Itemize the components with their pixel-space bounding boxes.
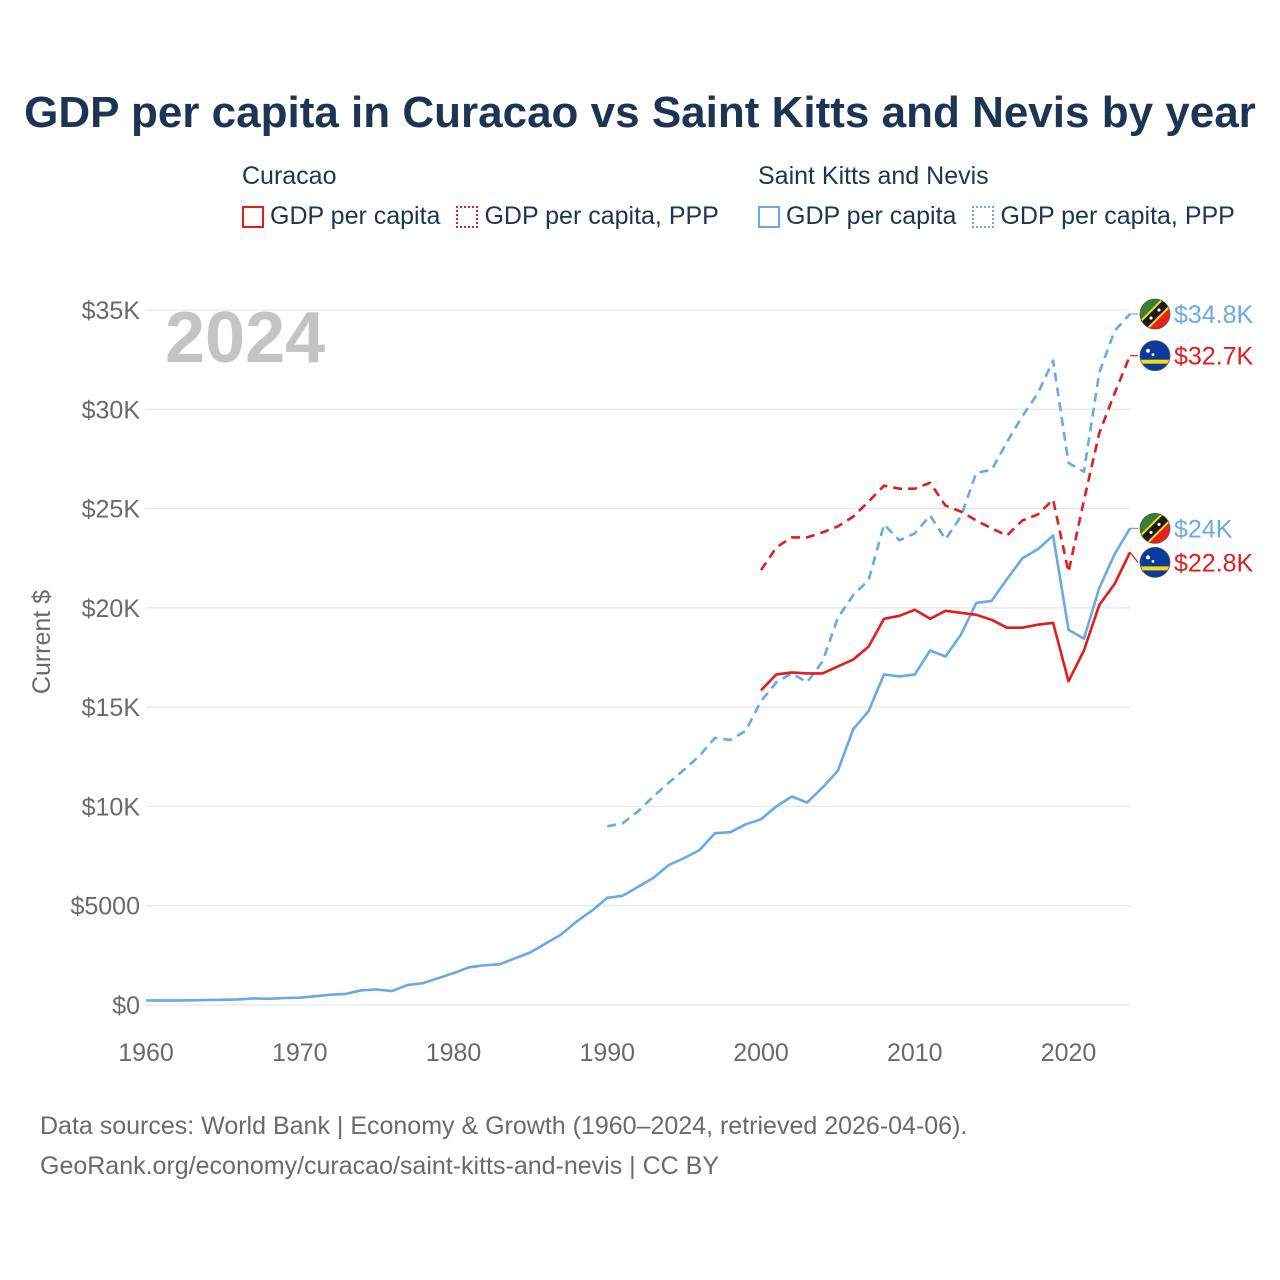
legend-label: GDP per capita, PPP (1000, 202, 1235, 230)
curacao-flag-icon (1139, 547, 1171, 578)
flag-star (1146, 348, 1150, 353)
flag-stripe (1140, 566, 1170, 571)
y-tick-label: $10K (82, 793, 141, 821)
y-tick-label: $25K (82, 496, 141, 524)
series-line-curacao-solid (760, 551, 1132, 692)
footer: Data sources: World Bank | Economy & Gro… (40, 1106, 967, 1186)
x-tick-label: 2020 (1041, 1039, 1097, 1067)
series-line-curacao-dashed (759, 355, 1132, 574)
flag-body (1140, 299, 1170, 329)
end-value-label: $34.8K (1174, 301, 1254, 329)
y-tick-label: $30K (82, 396, 141, 424)
flag-star (1151, 560, 1155, 563)
y-tick-label: $15K (82, 694, 141, 722)
y-tick-label: $5000 (70, 893, 140, 921)
legend-item-skn-gdp[interactable]: GDP per capita (758, 202, 956, 231)
x-tick-label: 1970 (272, 1039, 328, 1067)
y-axis-label: Current $ (28, 590, 56, 694)
end-value-label: $24K (1174, 515, 1233, 543)
saint-kitts-and-nevis-flag-icon (1139, 513, 1171, 544)
curacao-flag-icon (1139, 340, 1171, 372)
flag-outline (1139, 513, 1171, 544)
y-tick-label: $35K (82, 297, 141, 325)
footer-sources: Data sources: World Bank | Economy & Gro… (40, 1112, 968, 1140)
legend-item-curacao-gdp[interactable]: GDP per capita (242, 202, 440, 231)
flag-star (1149, 316, 1153, 320)
legend-label: GDP per capita (270, 202, 441, 230)
flag-outline (1139, 298, 1171, 330)
y-tick-label: $20K (82, 595, 141, 623)
flag-field (1140, 340, 1170, 371)
legend-group-skn: Saint Kitts and Nevis GDP per capita GDP… (758, 162, 1235, 231)
flag-star (1151, 353, 1155, 357)
legend-label: GDP per capita (786, 202, 957, 230)
legend-item-skn-gdp-ppp[interactable]: GDP per capita, PPP (972, 202, 1235, 231)
footer-attribution[interactable]: GeoRank.org/economy/curacao/saint-kitts-… (40, 1152, 720, 1180)
flag-outline (1139, 340, 1171, 372)
series-line-skn-dashed (607, 313, 1131, 828)
x-tick-label: 2010 (887, 1039, 943, 1067)
legend-swatch-solid (242, 205, 264, 228)
flag-field (1140, 547, 1170, 578)
end-connector (1129, 551, 1139, 563)
year-label: 2024 (165, 298, 325, 378)
legend-heading-skn: Saint Kitts and Nevis (758, 162, 989, 190)
flag-star (1149, 530, 1153, 534)
legend-label: GDP per capita, PPP (484, 202, 719, 230)
flag-star (1157, 308, 1161, 312)
x-tick-label: 1960 (118, 1039, 174, 1067)
x-tick-label: 1980 (426, 1039, 482, 1067)
flag-body (1140, 547, 1170, 578)
legend-swatch-dotted (972, 205, 995, 228)
legend-heading-curacao: Curacao (242, 162, 337, 190)
legend-group-curacao: Curacao GDP per capita GDP per capita, P… (242, 162, 719, 231)
flag-stripe (1140, 359, 1170, 364)
legend-swatch-dotted (456, 205, 479, 228)
y-tick-label: $0 (112, 992, 140, 1020)
flag-star (1146, 555, 1150, 560)
saint-kitts-and-nevis-flag-icon (1139, 298, 1171, 330)
chart-title: GDP per capita in Curacao vs Saint Kitts… (24, 88, 1256, 137)
x-tick-label: 2000 (733, 1039, 789, 1067)
legend-swatch-solid (758, 205, 780, 228)
end-value-label: $22.8K (1174, 549, 1254, 577)
flag-body (1140, 340, 1170, 371)
x-tick-label: 1990 (579, 1039, 635, 1067)
flag-star (1157, 522, 1161, 526)
end-value-label: $32.7K (1174, 343, 1254, 371)
flag-body (1140, 513, 1170, 544)
series-line-skn-solid (146, 527, 1132, 1002)
flag-outline (1139, 547, 1171, 578)
legend-item-curacao-gdp-ppp[interactable]: GDP per capita, PPP (456, 202, 719, 231)
